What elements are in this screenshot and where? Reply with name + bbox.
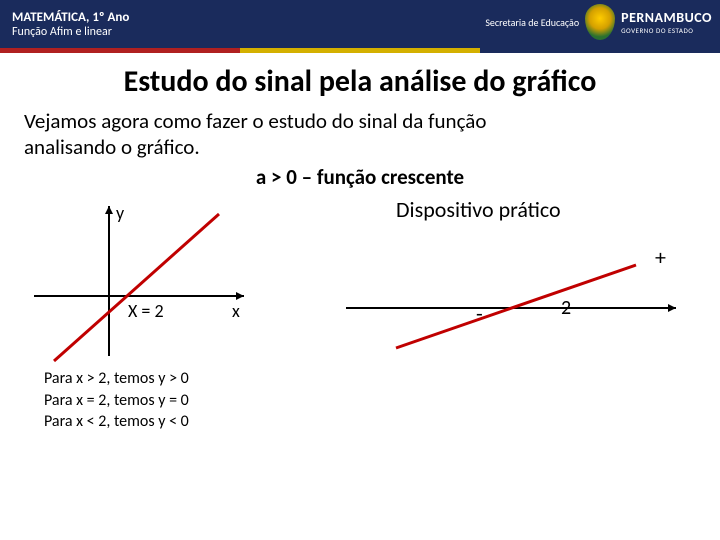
state-small: GOVERNO DO ESTADO bbox=[621, 26, 712, 35]
header-line2: Função Afim e linear bbox=[12, 25, 129, 39]
header-line1: MATEMÁTICA, 1º Ano bbox=[12, 10, 129, 25]
secretaria-label: Secretaria de Educação bbox=[485, 17, 579, 28]
minus-label: - bbox=[476, 300, 483, 327]
header-logos: Secretaria de Educação PERNAMBUCO GOVERN… bbox=[485, 4, 712, 40]
state-big: PERNAMBUCO bbox=[621, 9, 712, 26]
conclusions: Para x > 2, temos y > 0 Para x = 2, temo… bbox=[44, 368, 696, 433]
x-value: X = 2 bbox=[128, 300, 164, 322]
header-text: MATEMÁTICA, 1º Ano Função Afim e linear bbox=[12, 10, 129, 39]
device-svg bbox=[336, 253, 696, 363]
device-arrow-icon bbox=[668, 304, 676, 312]
device-line bbox=[396, 265, 636, 348]
left-graph: y x X = 2 bbox=[24, 196, 304, 366]
state-text: PERNAMBUCO GOVERNO DO ESTADO bbox=[621, 9, 712, 35]
x-arrow-icon bbox=[236, 292, 244, 300]
device-value: 2 bbox=[561, 296, 571, 320]
intro-line1: Vejamos agora como fazer o estudo do sin… bbox=[24, 108, 696, 134]
function-line bbox=[54, 214, 219, 361]
shield-icon bbox=[585, 4, 615, 40]
color-rule bbox=[0, 48, 720, 53]
slide-content: Estudo do sinal pela análise do gráfico … bbox=[0, 53, 720, 433]
device-title: Dispositivo prático bbox=[396, 196, 696, 223]
intro-line2: analisando o gráfico. bbox=[24, 134, 696, 160]
conclusion-2: Para x = 2, temos y = 0 bbox=[44, 390, 696, 412]
x-label: x bbox=[232, 300, 240, 322]
slide-header: MATEMÁTICA, 1º Ano Função Afim e linear … bbox=[0, 0, 720, 48]
rule-blue bbox=[480, 48, 720, 53]
graphics-row: y x X = 2 Dispositivo prático + - 2 bbox=[24, 196, 696, 366]
state-logo: PERNAMBUCO GOVERNO DO ESTADO bbox=[621, 9, 712, 35]
rule-yellow bbox=[240, 48, 480, 53]
y-label: y bbox=[116, 202, 124, 224]
page-title: Estudo do sinal pela análise do gráfico bbox=[24, 63, 696, 100]
function-graph-svg bbox=[24, 196, 304, 366]
conclusion-1: Para x > 2, temos y > 0 bbox=[44, 368, 696, 390]
subhead: a > 0 – função crescente bbox=[24, 164, 696, 190]
rule-red bbox=[0, 48, 240, 53]
right-graph: Dispositivo prático + - 2 bbox=[336, 196, 696, 366]
y-arrow-icon bbox=[105, 206, 113, 214]
conclusion-3: Para x < 2, temos y < 0 bbox=[44, 411, 696, 433]
plus-label: + bbox=[655, 244, 666, 271]
